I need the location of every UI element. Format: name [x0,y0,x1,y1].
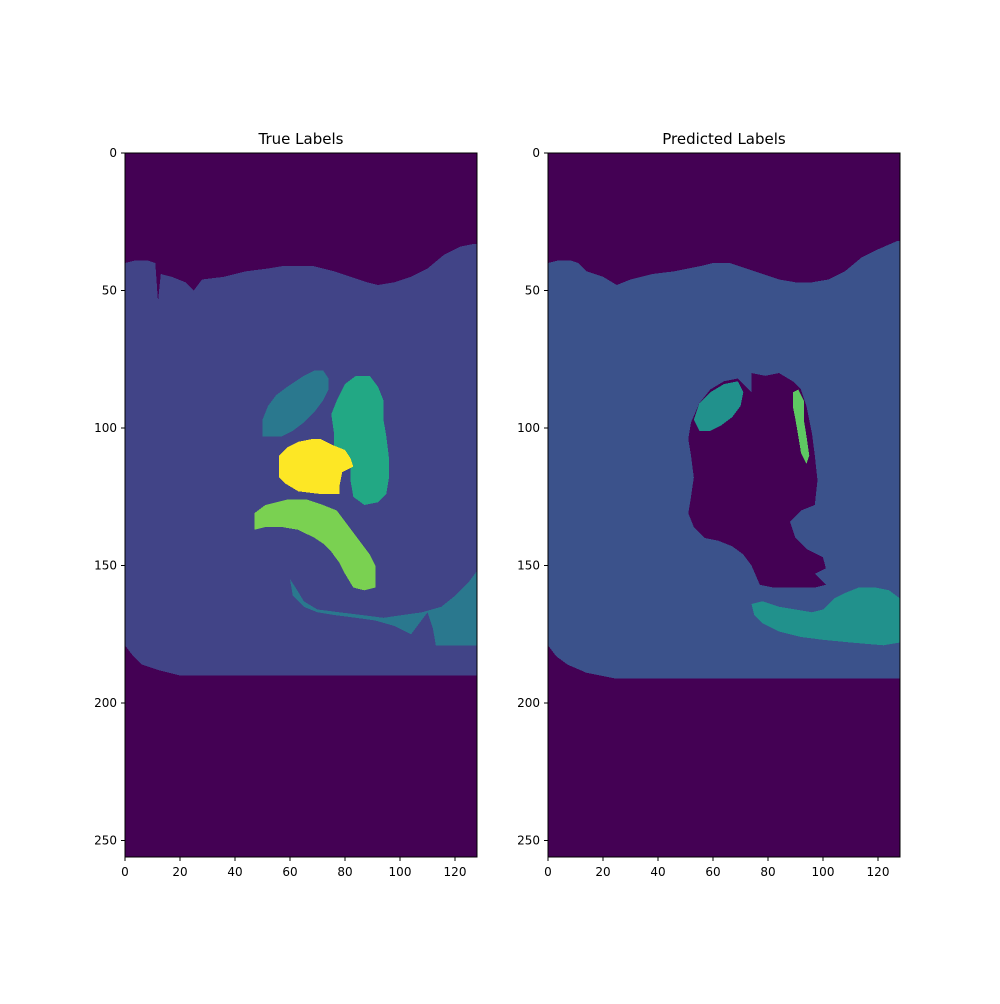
x-tick-label: 80 [760,865,775,879]
region-organ-lower [290,571,477,646]
region-organ-upper-left [693,381,744,431]
region-organ-center [279,439,354,494]
y-tick-label: 100 [94,421,117,435]
x-tick-label: 120 [867,865,890,879]
y-tick-label: 50 [102,284,117,298]
region-background-hole [688,373,826,588]
x-tick-label: 20 [172,865,187,879]
x-tick-label: 80 [337,865,352,879]
axes-frame [124,152,478,858]
y-tick-label: 0 [109,146,117,160]
region-organ-lower [751,587,900,646]
y-tick-label: 250 [94,834,117,848]
y-tick-label: 0 [532,146,540,160]
x-tick-label: 0 [544,865,552,879]
y-tick-label: 150 [94,559,117,573]
axes-frame [547,152,901,858]
y-tick-label: 150 [517,559,540,573]
x-tick-label: 20 [595,865,610,879]
x-tick-label: 0 [121,865,129,879]
x-tick-label: 100 [812,865,835,879]
y-tick-label: 50 [525,284,540,298]
x-tick-label: 120 [444,865,467,879]
x-tick-label: 40 [227,865,242,879]
panel-predicted-labels: Predicted Labels 0 20 40 60 80 100 120 0 50 100 15… [517,130,901,879]
region-organ-small [792,389,810,464]
region-organ-upper-right [331,375,389,505]
region-organ-upper-left [262,370,329,437]
panel-title: True Labels [258,130,344,148]
x-tick-label: 60 [282,865,297,879]
label-map [548,153,900,857]
x-tick-label: 100 [389,865,412,879]
y-tick-label: 200 [517,696,540,710]
y-tick-label: 100 [517,421,540,435]
axes: 0 20 40 60 80 100 120 0 50 100 150 200 250 [94,146,478,879]
panel-title: Predicted Labels [662,130,786,148]
region-organ-curved [254,499,376,591]
y-tick-label: 200 [94,696,117,710]
label-map [125,153,477,857]
y-tick-label: 250 [517,834,540,848]
axes: 0 20 40 60 80 100 120 0 50 100 150 200 250 [517,146,901,879]
x-tick-label: 40 [650,865,665,879]
panel-true-labels: True Labels 0 20 40 60 80 100 120 0 50 100 150 200 2… [94,130,478,879]
x-tick-label: 60 [705,865,720,879]
